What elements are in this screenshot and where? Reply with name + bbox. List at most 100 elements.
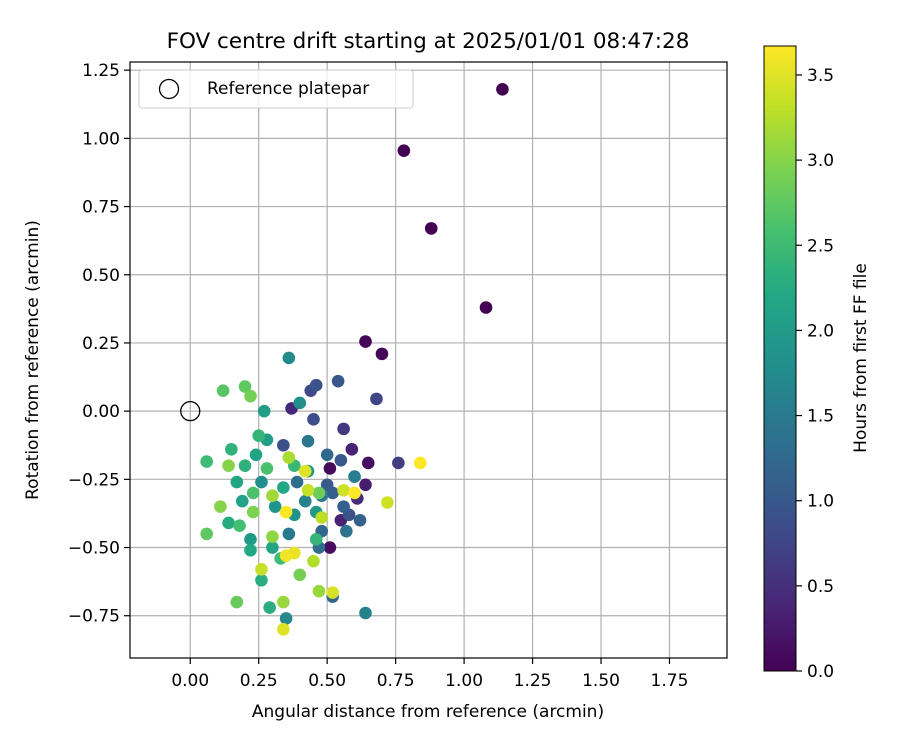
colorbar-tick-label: 3.0: [807, 151, 834, 171]
data-point: [337, 422, 350, 436]
data-point: [309, 378, 323, 392]
colorbar-tick-label: 0.5: [807, 577, 834, 597]
data-point: [496, 82, 509, 96]
y-tick-label: 0.50: [82, 266, 120, 286]
grid-lines: [130, 62, 727, 658]
colorbar-tick-label: 2.0: [807, 321, 834, 341]
data-point: [381, 496, 394, 509]
legend-marker: [158, 78, 180, 100]
data-point: [266, 541, 279, 554]
data-point: [345, 443, 359, 456]
data-point: [348, 486, 361, 500]
colorbar-tick-label: 3.5: [807, 66, 834, 86]
data-point: [279, 549, 293, 563]
data-point: [315, 511, 328, 524]
colorbar: [763, 45, 797, 672]
plot-frame: [129, 61, 728, 659]
data-point: [340, 524, 353, 538]
data-point: [279, 612, 293, 625]
data-point: [293, 568, 307, 582]
data-point: [222, 459, 235, 472]
y-tick-label: −0.25: [68, 470, 120, 490]
data-point: [257, 404, 271, 418]
data-point: [293, 396, 307, 410]
data-point: [244, 533, 257, 546]
data-point: [298, 464, 312, 478]
data-point: [266, 530, 279, 543]
y-tick-label: 0.25: [82, 334, 120, 354]
data-point: [326, 586, 339, 599]
data-point: [479, 301, 493, 314]
data-point: [312, 486, 326, 500]
data-point: [353, 513, 367, 527]
y-tick-label: 0.75: [82, 198, 120, 218]
x-tick-label: 0.75: [377, 671, 415, 691]
data-point: [282, 351, 296, 365]
data-point: [361, 456, 375, 470]
colorbar-tick-label: 1.0: [807, 492, 834, 512]
data-point: [326, 486, 339, 500]
data-point: [370, 392, 383, 406]
data-point: [413, 456, 427, 470]
data-point: [255, 475, 268, 489]
data-point: [230, 595, 244, 609]
data-point: [282, 527, 296, 541]
data-point: [255, 563, 268, 576]
x-tick-label: 1.00: [445, 671, 483, 691]
data-point: [277, 481, 290, 494]
x-axis-label: Angular distance from reference (arcmin): [252, 702, 604, 722]
data-point: [216, 384, 230, 397]
data-point: [375, 347, 389, 361]
colorbar-tick-label: 2.5: [807, 236, 834, 256]
colorbar-ticks: 0.0 0.5 1.0 1.5 2.0 2.5 3.0 3.5: [796, 66, 834, 682]
data-point: [214, 500, 227, 513]
data-point: [263, 601, 276, 614]
x-tick-label: 0.00: [171, 671, 209, 691]
data-point: [331, 374, 345, 388]
y-tick-label: −0.75: [68, 607, 120, 627]
data-point: [309, 533, 323, 546]
data-point: [246, 486, 260, 500]
data-point: [200, 455, 213, 468]
data-point: [244, 543, 257, 557]
data-point: [334, 453, 348, 467]
data-point: [323, 541, 337, 554]
data-points: [180, 82, 509, 636]
data-point: [238, 380, 252, 393]
x-axis-ticks: 0.00 0.25 0.50 0.75 1.00 1.25 1.50 1.75: [171, 658, 688, 691]
x-tick-label: 1.75: [651, 671, 689, 691]
legend-label: Reference platepar: [207, 79, 369, 99]
data-point: [348, 470, 361, 483]
data-point: [320, 448, 334, 462]
data-point: [307, 413, 320, 426]
data-point: [392, 456, 405, 470]
reference-point-marker: [180, 400, 201, 422]
data-point: [424, 222, 438, 235]
data-point: [200, 527, 213, 541]
data-point: [279, 505, 293, 519]
legend-box: [138, 69, 414, 109]
data-point: [312, 584, 326, 598]
data-point: [298, 494, 312, 508]
y-axis-ticks: −0.75 −0.50 −0.25 0.00 0.25 0.50 0.75 1.00 1.25: [68, 61, 130, 627]
data-point: [359, 335, 372, 348]
data-point: [277, 595, 290, 609]
y-tick-label: 1.00: [82, 129, 120, 149]
data-point: [230, 475, 244, 489]
data-point: [260, 462, 274, 475]
data-point: [268, 500, 282, 513]
data-point: [222, 516, 235, 530]
data-point: [290, 475, 304, 489]
data-point: [282, 451, 296, 464]
data-point: [277, 438, 290, 452]
data-point: [277, 623, 290, 636]
y-axis-label: Rotation from reference (arcmin): [23, 220, 43, 500]
data-point: [225, 443, 238, 456]
colorbar-label: Hours from first FF file: [851, 263, 871, 453]
y-tick-label: 0.00: [82, 402, 120, 422]
data-point: [323, 462, 337, 475]
data-point: [359, 606, 372, 620]
y-tick-label: −0.50: [68, 539, 120, 559]
data-point: [252, 429, 266, 442]
